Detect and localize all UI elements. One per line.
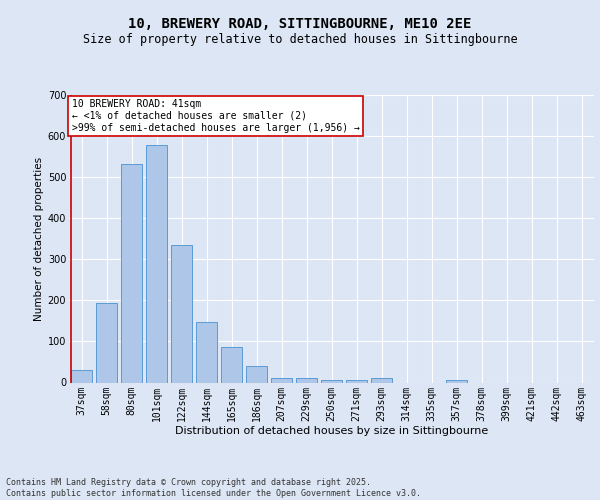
Bar: [296, 378, 317, 382]
Y-axis label: Number of detached properties: Number of detached properties: [34, 156, 44, 321]
Bar: [121, 164, 142, 382]
Bar: [371, 378, 392, 382]
Bar: [246, 366, 267, 382]
Bar: [196, 322, 217, 382]
Bar: [96, 303, 117, 382]
Text: 10, BREWERY ROAD, SITTINGBOURNE, ME10 2EE: 10, BREWERY ROAD, SITTINGBOURNE, ME10 2E…: [128, 18, 472, 32]
Bar: [221, 347, 242, 382]
Text: Size of property relative to detached houses in Sittingbourne: Size of property relative to detached ho…: [83, 32, 517, 46]
Bar: [271, 378, 292, 382]
Text: Contains HM Land Registry data © Crown copyright and database right 2025.
Contai: Contains HM Land Registry data © Crown c…: [6, 478, 421, 498]
Bar: [446, 380, 467, 382]
Text: 10 BREWERY ROAD: 41sqm
← <1% of detached houses are smaller (2)
>99% of semi-det: 10 BREWERY ROAD: 41sqm ← <1% of detached…: [71, 100, 359, 132]
Bar: [171, 245, 192, 382]
Bar: [146, 145, 167, 382]
Bar: [71, 370, 92, 382]
Bar: [346, 380, 367, 382]
X-axis label: Distribution of detached houses by size in Sittingbourne: Distribution of detached houses by size …: [175, 426, 488, 436]
Bar: [321, 380, 342, 382]
